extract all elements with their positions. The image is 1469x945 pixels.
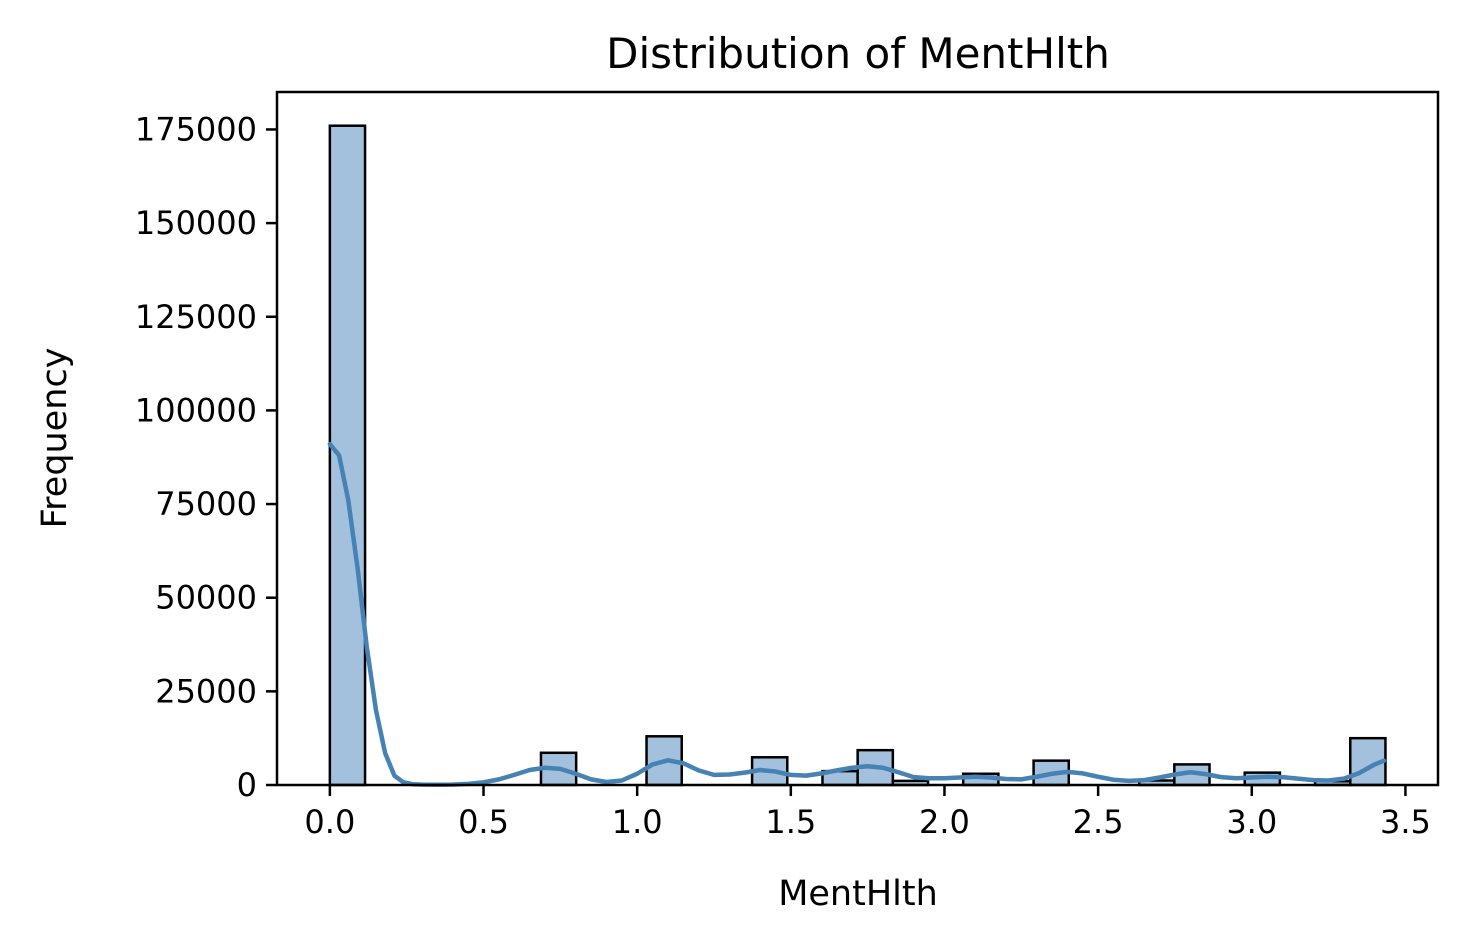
- x-axis: 0.0 0.5 1.0 1.5 2.0 2.5 3.0 3.5: [304, 785, 1431, 841]
- x-tick-label: 1.0: [612, 803, 663, 841]
- y-axis: 0 25000 50000 75000 100000 125000 150000 175000: [135, 110, 277, 804]
- x-tick-label: 3.5: [1380, 803, 1431, 841]
- histogram-bar: [328, 124, 367, 787]
- y-tick-label: 50000: [155, 579, 257, 617]
- chart-title: Distribution of MentHlth: [606, 29, 1110, 78]
- y-tick-label: 0: [237, 766, 257, 804]
- x-axis-label: MentHlth: [778, 874, 938, 914]
- x-tick-label: 2.5: [1073, 803, 1124, 841]
- y-tick-label: 150000: [135, 204, 257, 242]
- y-axis-label: Frequency: [35, 348, 75, 529]
- x-tick-label: 2.0: [919, 803, 970, 841]
- y-tick-label: 125000: [135, 298, 257, 336]
- y-tick-label: 100000: [135, 391, 257, 429]
- y-tick-label: 175000: [135, 110, 257, 148]
- x-tick-label: 3.0: [1226, 803, 1277, 841]
- x-tick-label: 0.5: [458, 803, 509, 841]
- y-tick-label: 25000: [155, 672, 257, 710]
- y-tick-label: 75000: [155, 485, 257, 523]
- x-tick-label: 1.5: [765, 803, 816, 841]
- plot-frame: [275, 90, 1440, 787]
- x-tick-label: 0.0: [304, 803, 355, 841]
